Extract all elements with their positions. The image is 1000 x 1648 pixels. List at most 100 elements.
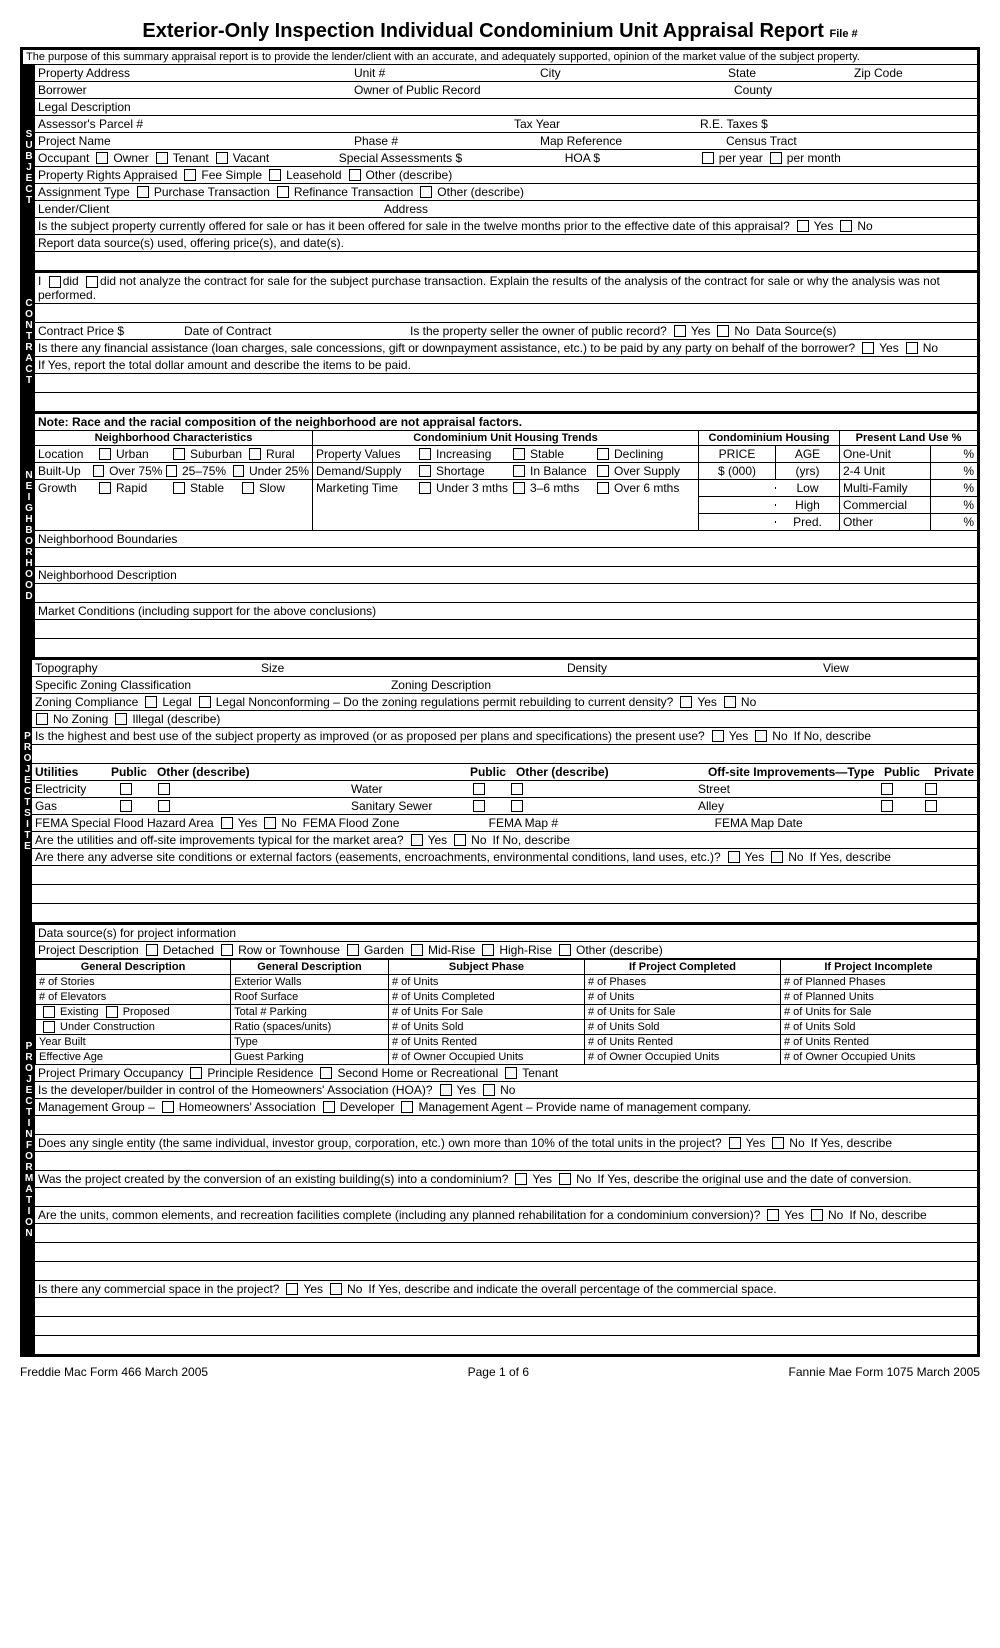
table-cell: # of Elevators xyxy=(36,990,231,1005)
under25-checkbox[interactable] xyxy=(233,465,244,477)
vacant-checkbox[interactable] xyxy=(216,152,228,164)
highrise-checkbox[interactable] xyxy=(482,944,494,956)
water-pub-checkbox[interactable] xyxy=(473,783,485,795)
mgmt-agent-checkbox[interactable] xyxy=(401,1101,413,1113)
ds-over-checkbox[interactable] xyxy=(597,465,609,477)
sewer-pub-checkbox[interactable] xyxy=(473,800,485,812)
refinance-checkbox[interactable] xyxy=(277,186,289,198)
elec-oth-checkbox[interactable] xyxy=(158,783,170,795)
gas-pub-checkbox[interactable] xyxy=(120,800,132,812)
ds-bal-checkbox[interactable] xyxy=(513,465,525,477)
tenant-occ-checkbox[interactable] xyxy=(505,1067,517,1079)
rapid-checkbox[interactable] xyxy=(99,482,111,494)
alley-priv-checkbox[interactable] xyxy=(925,800,937,812)
table-cell: # of Units for Sale xyxy=(584,1005,780,1020)
seller-yes-checkbox[interactable] xyxy=(674,325,686,337)
legal-checkbox[interactable] xyxy=(145,696,157,708)
mt-u3-checkbox[interactable] xyxy=(419,482,431,494)
complete-no-checkbox[interactable] xyxy=(811,1209,823,1221)
25-75-checkbox[interactable] xyxy=(166,465,177,477)
owner-checkbox[interactable] xyxy=(96,152,108,164)
typ-no-checkbox[interactable] xyxy=(454,834,466,846)
footer-left: Freddie Mac Form 466 March 2005 xyxy=(20,1365,208,1379)
adv-no-checkbox[interactable] xyxy=(771,851,783,863)
mt-o6-checkbox[interactable] xyxy=(597,482,609,494)
per-month-checkbox[interactable] xyxy=(770,152,782,164)
row-checkbox[interactable] xyxy=(221,944,233,956)
highest-no-checkbox[interactable] xyxy=(755,730,767,742)
fema-yes-checkbox[interactable] xyxy=(221,817,233,829)
pv-stable-checkbox[interactable] xyxy=(513,448,525,460)
fee-simple-checkbox[interactable] xyxy=(184,169,196,181)
stable-checkbox[interactable] xyxy=(173,482,185,494)
other-proj-checkbox[interactable] xyxy=(559,944,571,956)
purchase-checkbox[interactable] xyxy=(137,186,149,198)
second-home-checkbox[interactable] xyxy=(320,1067,332,1079)
slow-checkbox[interactable] xyxy=(242,482,254,494)
pv-dec-checkbox[interactable] xyxy=(597,448,609,460)
other-assign-checkbox[interactable] xyxy=(420,186,432,198)
entity-yes-checkbox[interactable] xyxy=(729,1137,741,1149)
complete-yes-checkbox[interactable] xyxy=(767,1209,779,1221)
offered-yes-checkbox[interactable] xyxy=(797,220,809,232)
no-zoning-checkbox[interactable] xyxy=(36,713,48,725)
street-priv-checkbox[interactable] xyxy=(925,783,937,795)
adv-yes-checkbox[interactable] xyxy=(728,851,740,863)
illegal-checkbox[interactable] xyxy=(115,713,127,725)
urban-checkbox[interactable] xyxy=(99,448,111,460)
conv-yes-checkbox[interactable] xyxy=(515,1173,527,1185)
table-cell: # of Units Rented xyxy=(780,1035,976,1050)
pv-inc-checkbox[interactable] xyxy=(419,448,431,460)
ds-short-checkbox[interactable] xyxy=(419,465,431,477)
principle-checkbox[interactable] xyxy=(190,1067,202,1079)
mgmt-hoa-checkbox[interactable] xyxy=(162,1101,174,1113)
table-cell: # of Units For Sale xyxy=(388,1005,584,1020)
table-cell: # of Units xyxy=(584,990,780,1005)
county-label: County xyxy=(731,82,977,98)
occupant-label: Occupant xyxy=(35,150,92,166)
midrise-checkbox[interactable] xyxy=(411,944,423,956)
offered-no-checkbox[interactable] xyxy=(840,220,852,232)
gas-oth-checkbox[interactable] xyxy=(158,800,170,812)
leasehold-checkbox[interactable] xyxy=(269,169,281,181)
elec-pub-checkbox[interactable] xyxy=(120,783,132,795)
typ-yes-checkbox[interactable] xyxy=(411,834,423,846)
legal-nonconf-checkbox[interactable] xyxy=(199,696,211,708)
report-title: Exterior-Only Inspection Individual Cond… xyxy=(20,20,980,43)
didnot-checkbox[interactable] xyxy=(86,276,98,288)
per-year-checkbox[interactable] xyxy=(702,152,714,164)
assist-yes-checkbox[interactable] xyxy=(862,342,874,354)
neighborhood-side-label: NEIGHBORHOOD xyxy=(23,414,35,657)
sewer-oth-checkbox[interactable] xyxy=(511,800,523,812)
seller-no-checkbox[interactable] xyxy=(717,325,729,337)
highest-yes-checkbox[interactable] xyxy=(712,730,724,742)
contract-side-label: CONTRACT xyxy=(23,273,35,411)
zone-no-checkbox[interactable] xyxy=(724,696,736,708)
assist-no-checkbox[interactable] xyxy=(906,342,918,354)
did-checkbox[interactable] xyxy=(49,276,61,288)
hoa-yes-checkbox[interactable] xyxy=(440,1084,452,1096)
over75-checkbox[interactable] xyxy=(93,465,104,477)
nb-char-header: Neighborhood Characteristics xyxy=(35,431,313,445)
detached-checkbox[interactable] xyxy=(146,944,158,956)
water-oth-checkbox[interactable] xyxy=(511,783,523,795)
state-label: State xyxy=(725,65,851,81)
conv-no-checkbox[interactable] xyxy=(559,1173,571,1185)
zone-yes-checkbox[interactable] xyxy=(680,696,692,708)
street-pub-checkbox[interactable] xyxy=(881,783,893,795)
entity-no-checkbox[interactable] xyxy=(772,1137,784,1149)
suburban-checkbox[interactable] xyxy=(173,448,185,460)
hoa-no-checkbox[interactable] xyxy=(483,1084,495,1096)
other-rights-checkbox[interactable] xyxy=(349,169,361,181)
mt-36-checkbox[interactable] xyxy=(513,482,525,494)
data-sources-contract-label: Data Source(s) xyxy=(753,323,840,339)
tenant-checkbox[interactable] xyxy=(156,152,168,164)
garden-checkbox[interactable] xyxy=(347,944,359,956)
comm-yes-checkbox[interactable] xyxy=(286,1283,298,1295)
alley-pub-checkbox[interactable] xyxy=(881,800,893,812)
date-contract-label: Date of Contract xyxy=(181,323,407,339)
rural-checkbox[interactable] xyxy=(249,448,261,460)
mgmt-dev-checkbox[interactable] xyxy=(323,1101,335,1113)
fema-no-checkbox[interactable] xyxy=(264,817,276,829)
comm-no-checkbox[interactable] xyxy=(330,1283,342,1295)
